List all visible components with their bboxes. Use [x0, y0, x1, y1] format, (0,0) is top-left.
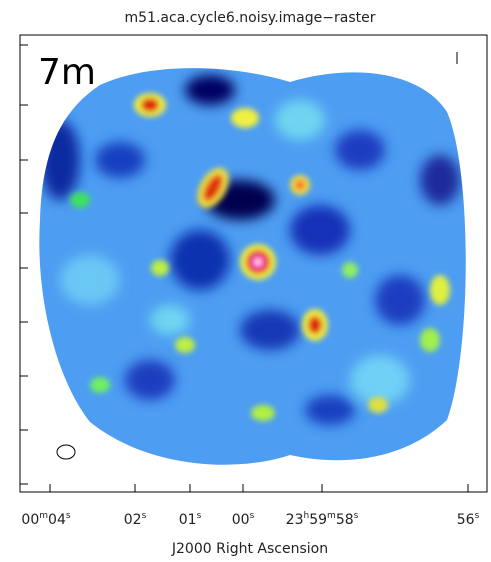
tick-part: 00: [232, 512, 250, 528]
tick-part: s: [250, 511, 255, 521]
tick-part: m: [327, 511, 336, 521]
tick-part: s: [354, 511, 359, 521]
tick-part: 00: [21, 512, 39, 528]
beam-ellipse: [56, 444, 76, 460]
y-ticks: [20, 44, 28, 485]
tick-part: s: [66, 511, 71, 521]
x-tick-label: 23h59m58s: [286, 511, 359, 528]
array-label: 7m: [38, 52, 96, 93]
raster: [39, 68, 466, 465]
x-tick-label: 00s: [232, 511, 255, 528]
title: m51.aca.cycle6.noisy.image−raster: [125, 10, 376, 26]
x-tick-label: 02s: [124, 511, 147, 528]
tick-part: 56: [457, 512, 475, 528]
tick-part: 58: [336, 512, 354, 528]
tick-part: 02: [124, 512, 142, 528]
tick-part: 01: [179, 512, 197, 528]
tick-part: 23: [286, 512, 304, 528]
x-tick-label: 56s: [457, 511, 480, 528]
tick-part: m: [39, 511, 48, 521]
tick-part: s: [197, 511, 202, 521]
x-axis-label: J2000 Right Ascension: [171, 541, 328, 557]
x-tick-label: 01s: [179, 511, 202, 528]
tick-part: s: [142, 511, 147, 521]
tick-part: h: [303, 511, 309, 521]
x-tick-label: 00m04s: [21, 511, 70, 528]
tick-part: s: [475, 511, 480, 521]
tick-part: 59: [309, 512, 327, 528]
tick-part: 04: [48, 512, 66, 528]
